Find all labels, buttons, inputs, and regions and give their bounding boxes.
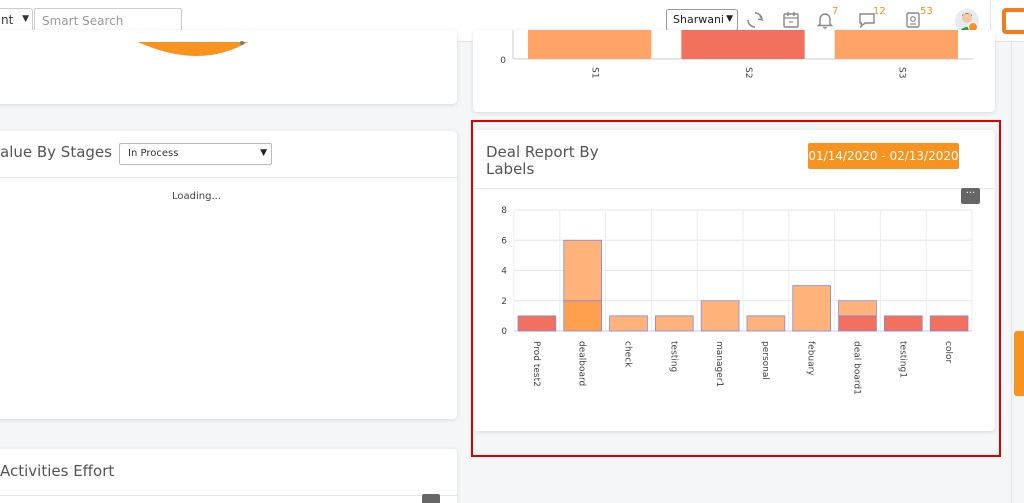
bar-segment: [746, 315, 786, 332]
chevron-down-icon: ▼: [22, 14, 29, 24]
user-select-value: Sharwani: [673, 13, 724, 26]
top-chart-bar: [834, 30, 958, 59]
deal-report-card: [474, 130, 995, 431]
y-tick-label: 0: [501, 327, 507, 337]
activities-card-title: Activities Effort: [0, 462, 115, 480]
y-tick-label: 6: [501, 236, 507, 246]
bar-segment: [838, 300, 877, 317]
top-chart-bar: [681, 30, 805, 59]
deal-report-title-line2: Labels: [486, 160, 535, 178]
top-right-chart-card: 0 S1 S2 S3: [473, 30, 995, 112]
topbar-divider: [990, 0, 991, 42]
top-chart-bar: [528, 30, 652, 59]
feedback-side-tab[interactable]: [1014, 331, 1024, 396]
deal-report-divider: [474, 188, 995, 189]
activities-card-divider: [0, 495, 457, 496]
x-category-label: testing1: [897, 341, 907, 378]
x-category-label: deal board1: [852, 341, 862, 395]
activities-menu-button[interactable]: [422, 494, 440, 503]
x-category-label: color: [943, 341, 953, 363]
top-chart-category-label: S2: [743, 67, 753, 78]
bar-segment: [700, 300, 740, 332]
task-icon[interactable]: [903, 10, 923, 30]
bar-segment: [563, 300, 603, 332]
loading-text: Loading...: [172, 191, 221, 202]
stages-card-divider: [0, 177, 457, 178]
deal-report-title-line1: Deal Report By: [486, 143, 599, 161]
module-select[interactable]: nt ▼: [0, 8, 33, 33]
pie-chart-fragment: [138, 41, 248, 56]
page-edge-divider: [1011, 42, 1012, 503]
bell-icon[interactable]: [815, 10, 835, 30]
chart-menu-button[interactable]: ···: [961, 188, 980, 204]
deal-report-bar-chart: 0 2 4 6 8 Prod test2 dealboard check testing mana…: [501, 206, 973, 395]
x-category-label: check: [623, 341, 633, 368]
bar-segment: [792, 285, 831, 332]
module-select-value: nt: [1, 13, 14, 27]
bar-segment: [563, 239, 603, 302]
x-category-label: manager1: [714, 341, 724, 387]
chevron-down-icon: ▼: [726, 14, 733, 24]
x-category-label: dealboard: [577, 341, 587, 386]
sync-icon[interactable]: [745, 10, 765, 30]
top-chart-category-label: S3: [896, 67, 906, 78]
date-range-button[interactable]: 01/14/2020 - 02/13/2020: [808, 143, 959, 169]
tasks-badge: 53: [920, 6, 933, 17]
top-left-card: [0, 30, 457, 104]
top-chart-tick-label: 0: [500, 56, 506, 66]
activities-effort-card: [0, 449, 457, 503]
y-tick-label: 4: [501, 267, 507, 277]
bar-segment: [609, 315, 648, 332]
y-tick-label: 8: [501, 206, 507, 216]
app-logo-icon[interactable]: [1002, 8, 1024, 34]
chevron-down-icon: ▼: [260, 148, 267, 158]
top-chart-category-label: S1: [590, 67, 600, 78]
value-by-stages-card: [0, 131, 457, 419]
messages-badge: 12: [873, 6, 886, 17]
x-category-label: personal: [760, 341, 770, 380]
top-bar-chart: 0 S1 S2 S3: [500, 30, 973, 78]
bar-segment: [929, 315, 969, 332]
x-category-label: Prod test2: [531, 341, 541, 387]
bar-segment: [883, 315, 923, 332]
user-select[interactable]: Sharwani ▼: [666, 9, 738, 31]
avatar[interactable]: [955, 9, 979, 33]
calendar-icon[interactable]: [781, 10, 801, 30]
bar-segment: [654, 315, 694, 332]
stages-card-title: alue By Stages: [0, 143, 112, 161]
pie-slice: [138, 42, 248, 56]
bar-segment: [517, 315, 557, 332]
stage-select-value: In Process: [128, 148, 179, 159]
chat-icon[interactable]: [857, 10, 877, 30]
x-category-label: testing: [668, 341, 678, 372]
x-category-label: febuary: [806, 341, 816, 376]
bar-segment: [838, 315, 877, 332]
pie-label-marker: [240, 41, 244, 45]
y-tick-label: 2: [501, 297, 507, 307]
notifications-badge: 7: [832, 6, 839, 17]
stage-select[interactable]: In Process ▼: [119, 143, 272, 165]
smart-search-input[interactable]: [34, 8, 182, 33]
